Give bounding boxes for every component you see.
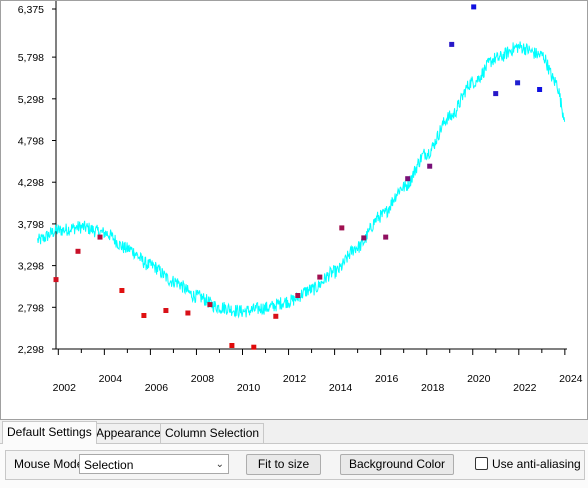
- data-point: [339, 225, 345, 231]
- y-tick-label: 3,298: [18, 261, 44, 273]
- mouse-mode-value: Selection: [84, 458, 134, 472]
- data-point: [471, 4, 477, 10]
- data-point: [163, 308, 169, 313]
- data-point: [141, 313, 147, 318]
- tab-default-settings[interactable]: Default Settings: [2, 421, 97, 444]
- background-color-button[interactable]: Background Color: [340, 454, 454, 475]
- tab-appearance[interactable]: Appearance: [91, 423, 166, 443]
- x-tick-label: 2010: [237, 382, 261, 394]
- x-tick-label: 2006: [145, 382, 169, 394]
- x-tick-label: 2020: [467, 373, 491, 385]
- data-point: [317, 274, 323, 280]
- data-point: [493, 91, 499, 97]
- data-point: [361, 235, 367, 241]
- tab-column-selection[interactable]: Column Selection: [160, 423, 265, 443]
- y-tick-label: 2,798: [18, 302, 44, 314]
- fit-to-size-button[interactable]: Fit to size: [246, 454, 321, 475]
- data-point: [185, 310, 191, 316]
- y-tick-label: 5,798: [18, 52, 44, 64]
- x-tick-label: 2018: [421, 382, 445, 394]
- data-point: [119, 288, 125, 293]
- mouse-mode-label: Mouse Mode: [14, 457, 84, 471]
- x-tick-label: 2012: [283, 373, 307, 385]
- data-point: [295, 293, 301, 298]
- x-tick-label: 2016: [375, 373, 399, 385]
- x-tick-label: 2008: [191, 373, 215, 385]
- y-tick-label: 5,298: [18, 94, 44, 106]
- data-point: [405, 176, 411, 182]
- x-tick-label: 2004: [99, 373, 123, 385]
- x-tick-label: 2014: [329, 382, 353, 394]
- plot-area[interactable]: 2,298 2,798 3,298 3,798 4,298 4,798 5,298 5,798…: [0, 0, 588, 420]
- data-point: [75, 248, 81, 254]
- tab-panel: Mouse Mode Selection ⌄ Fit to size Backg…: [0, 444, 588, 488]
- data-point: [207, 302, 213, 308]
- y-tick-label: 2,298: [18, 344, 44, 356]
- data-point: [97, 234, 103, 240]
- data-point: [251, 344, 257, 350]
- anti-aliasing-label: Use anti-aliasing: [492, 457, 581, 471]
- noisy-line: [37, 41, 566, 319]
- data-point: [515, 80, 521, 86]
- x-tick-label: 2002: [53, 382, 77, 394]
- y-tick-label: 6,375: [18, 4, 44, 16]
- data-point: [449, 41, 455, 47]
- x-tick-label: 2024: [559, 373, 583, 385]
- chevron-down-icon: ⌄: [215, 459, 224, 470]
- chart: 2,298 2,798 3,298 3,798 4,298 4,798 5,298 5,798…: [18, 1, 583, 394]
- y-tick-label: 4,798: [18, 136, 44, 148]
- data-point: [537, 87, 543, 92]
- anti-aliasing-option[interactable]: Use anti-aliasing: [475, 457, 581, 471]
- data-point: [229, 343, 235, 348]
- anti-aliasing-checkbox[interactable]: [475, 457, 488, 470]
- marker-series: [53, 4, 543, 350]
- data-point: [53, 277, 59, 283]
- mouse-mode-select[interactable]: Selection ⌄: [79, 454, 229, 474]
- data-point: [427, 163, 433, 169]
- noisy-line-series: [37, 41, 566, 319]
- axes: 2,298 2,798 3,298 3,798 4,298 4,798 5,298 5,798…: [18, 1, 583, 394]
- y-tick-label: 3,798: [18, 219, 44, 231]
- data-point: [383, 234, 389, 240]
- x-tick-label: 2022: [513, 382, 537, 394]
- controls-group: Mouse Mode Selection ⌄ Fit to size Backg…: [5, 450, 585, 480]
- tab-strip: Default Settings Appearance Column Selec…: [0, 421, 588, 444]
- data-point: [273, 313, 279, 319]
- y-tick-label: 4,298: [18, 177, 44, 189]
